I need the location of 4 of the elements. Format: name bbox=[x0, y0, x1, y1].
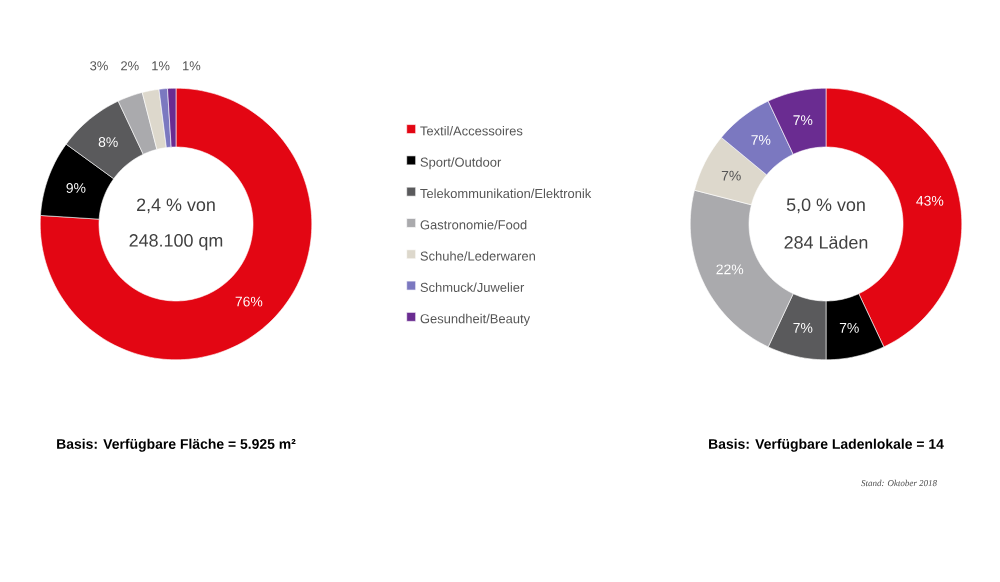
text: 2,4 % von bbox=[137, 198, 215, 214]
text: 5,0 % von bbox=[786, 198, 865, 214]
text: 284 Läden bbox=[784, 235, 868, 249]
text: 248.100 qm bbox=[129, 234, 223, 251]
